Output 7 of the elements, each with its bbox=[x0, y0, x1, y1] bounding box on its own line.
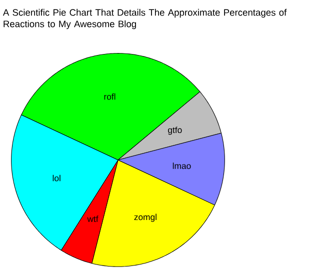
slice-label: gtfo bbox=[168, 126, 182, 135]
slice-label: lol bbox=[52, 174, 60, 182]
slice-label: wtf bbox=[87, 216, 98, 222]
slice-label: lmao bbox=[172, 162, 191, 169]
slice-label: zomgl bbox=[134, 214, 156, 222]
slice-label: rofl bbox=[104, 93, 116, 100]
chart-title: A Scientific Pie Chart That Details The Approximate Percentages of Reactions to My Awesome Blog bbox=[2, 8, 287, 30]
